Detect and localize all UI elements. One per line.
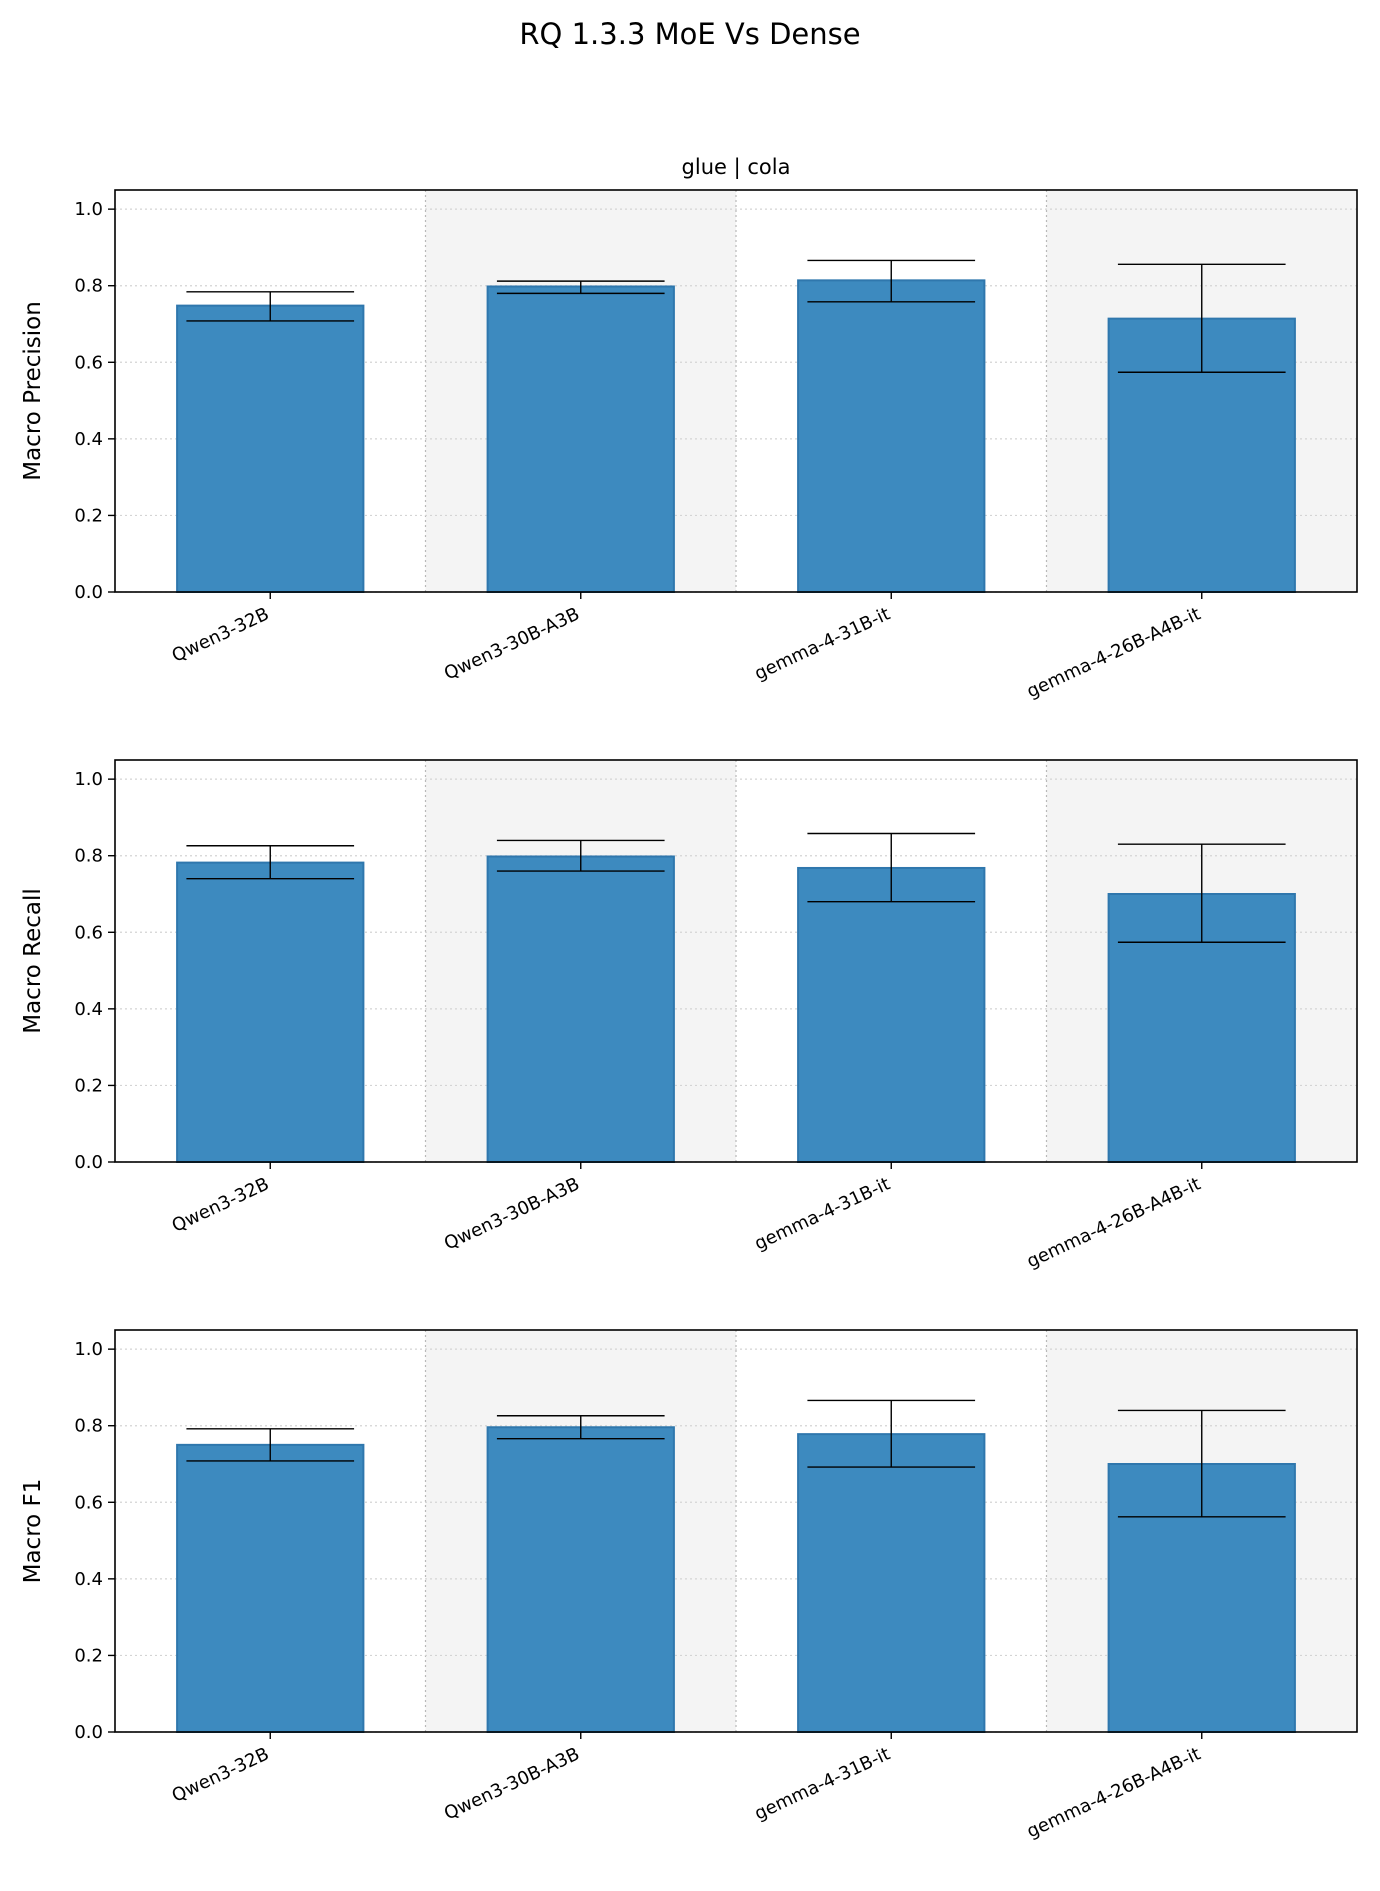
bar-3 bbox=[797, 1433, 986, 1733]
chart-panel-2: 0.0 0.2 0.4 0.6 0.8 1.0 Qwen3-32B Qwen3-30B-A3B… bbox=[20, 759, 1358, 1272]
bar-1 bbox=[176, 861, 365, 1163]
chart-panel-3: 0.0 0.2 0.4 0.6 0.8 1.0 Qwen3-32B Qwen3-30B-A3B… bbox=[20, 1329, 1358, 1842]
x-tick-label: gemma-4-31B-it bbox=[751, 603, 893, 684]
y-tick-label: 0.4 bbox=[74, 999, 103, 1020]
bar-1 bbox=[176, 1443, 365, 1734]
x-tick-label: gemma-4-31B-it bbox=[751, 1173, 893, 1254]
y-tick-label: 0.2 bbox=[74, 1075, 103, 1096]
y-tick-label: 1.0 bbox=[74, 199, 103, 220]
x-tick-label: gemma-4-26B-A4B-it bbox=[1024, 1173, 1204, 1272]
bar-2 bbox=[486, 285, 675, 593]
y-tick-label: 0.6 bbox=[74, 922, 103, 943]
x-tick-label: gemma-4-26B-A4B-it bbox=[1024, 603, 1204, 702]
x-tick-label: Qwen3-30B-A3B bbox=[441, 1743, 583, 1824]
bar-3 bbox=[797, 279, 986, 593]
y-tick-label: 0.8 bbox=[74, 1416, 103, 1437]
y-tick-label: 1.0 bbox=[74, 1339, 103, 1360]
y-axis-label: Macro F1 bbox=[20, 1479, 46, 1584]
y-tick-label: 0.4 bbox=[74, 429, 103, 450]
y-axis-label: Macro Precision bbox=[20, 301, 46, 481]
y-tick-label: 0.6 bbox=[74, 352, 103, 373]
y-axis-label: Macro Recall bbox=[20, 888, 46, 1034]
x-tick-label: Qwen3-32B bbox=[169, 1743, 273, 1806]
y-tick-label: 0.6 bbox=[74, 1492, 103, 1513]
y-tick-label: 0.4 bbox=[74, 1569, 103, 1590]
panel-title: glue | cola bbox=[682, 155, 791, 180]
y-tick-label: 0.0 bbox=[74, 1722, 103, 1743]
x-tick-label: gemma-4-26B-A4B-it bbox=[1024, 1743, 1204, 1842]
y-tick-label: 0.0 bbox=[74, 1152, 103, 1173]
axes-frame bbox=[114, 759, 1358, 1163]
x-tick-label: Qwen3-30B-A3B bbox=[441, 1173, 583, 1254]
y-tick-label: 0.8 bbox=[74, 276, 103, 297]
x-tick-label: Qwen3-30B-A3B bbox=[441, 603, 583, 684]
y-tick-label: 0.2 bbox=[74, 505, 103, 526]
y-tick-label: 0.2 bbox=[74, 1645, 103, 1666]
axes-frame bbox=[114, 1329, 1358, 1733]
bar-2 bbox=[486, 1426, 675, 1733]
x-tick-label: Qwen3-32B bbox=[169, 603, 273, 666]
chart-panel-1: 0.0 0.2 0.4 0.6 0.8 1.0 Qwen3-32B Qwen3-30B-A3B… bbox=[20, 155, 1358, 702]
bar-1 bbox=[176, 304, 365, 593]
bar-3 bbox=[797, 866, 986, 1163]
y-tick-label: 1.0 bbox=[74, 769, 103, 790]
bar-2 bbox=[486, 855, 675, 1163]
figure-title: RQ 1.3.3 MoE Vs Dense bbox=[519, 17, 860, 51]
x-tick-label: Qwen3-32B bbox=[169, 1173, 273, 1236]
x-tick-label: gemma-4-31B-it bbox=[751, 1743, 893, 1824]
y-tick-label: 0.0 bbox=[74, 582, 103, 603]
y-tick-label: 0.8 bbox=[74, 846, 103, 867]
axes-frame bbox=[114, 189, 1358, 593]
